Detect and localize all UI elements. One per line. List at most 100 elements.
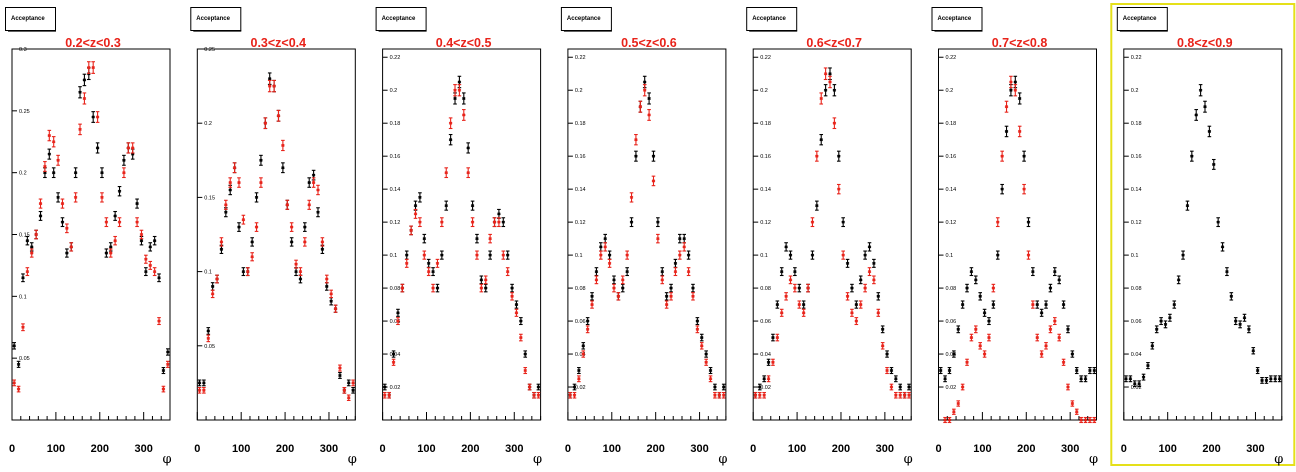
data-point: [625, 250, 629, 260]
data-point: [721, 383, 726, 391]
y-tick-label: 0.05: [19, 356, 30, 362]
series-1: [938, 75, 1097, 383]
data-point: [1013, 84, 1018, 97]
data-point: [832, 84, 837, 97]
data-point: [1022, 150, 1026, 162]
data-point: [148, 260, 153, 270]
data-point: [721, 391, 726, 399]
data-point: [1172, 300, 1177, 309]
data-point: [298, 274, 303, 284]
y-tick-label: 0.04: [946, 352, 957, 358]
data-point: [514, 308, 519, 317]
data-point: [202, 379, 206, 387]
data-point: [845, 258, 850, 268]
y-tick-label: 0.1: [760, 253, 768, 259]
data-point: [448, 117, 453, 130]
data-point: [440, 217, 444, 228]
data-point: [82, 73, 87, 87]
y-tick-label: 0.12: [946, 220, 957, 226]
plot-frame: [196, 48, 356, 421]
chart-pad-6[interactable]: Acceptance 0.7<z<0.8 0.02 0.04 0.06 0.08 0.1 0.…: [931, 7, 1098, 468]
data-point: [673, 267, 678, 277]
data-point: [872, 258, 876, 268]
data-point: [161, 385, 166, 393]
data-point: [25, 267, 30, 277]
chart-pad-5[interactable]: Acceptance 0.6<z<0.7 0.02 0.04 0.06 0.08 0.1 0.…: [746, 7, 913, 468]
data-point: [418, 217, 422, 228]
data-point: [1154, 325, 1159, 334]
data-point: [647, 109, 651, 121]
data-point: [104, 217, 109, 228]
data-point: [704, 350, 708, 358]
x-axis-label: φ: [1274, 452, 1283, 467]
data-point: [1229, 292, 1234, 301]
y-tick-label: 0.12: [390, 220, 401, 226]
data-point: [324, 282, 329, 291]
data-point: [69, 242, 74, 252]
data-point: [889, 367, 894, 375]
data-point: [250, 237, 254, 247]
data-point: [854, 317, 859, 326]
data-point: [263, 117, 268, 130]
data-point: [276, 109, 281, 122]
data-point: [634, 150, 638, 162]
data-point: [391, 350, 396, 358]
data-point: [850, 308, 854, 317]
y-tick-label: 0.2: [19, 171, 27, 177]
data-point: [1150, 342, 1155, 350]
data-point: [969, 333, 974, 342]
series-2: [943, 75, 1097, 424]
data-point: [303, 237, 307, 247]
data-point: [166, 348, 170, 356]
data-point: [638, 100, 643, 113]
data-point: [60, 217, 65, 228]
data-point: [1026, 217, 1031, 228]
chart-pad-4[interactable]: Acceptance 0.5<z<0.6 0.02 0.04 0.06 0.08 0.1 0.…: [560, 7, 727, 468]
data-point: [139, 229, 144, 240]
data-point: [497, 217, 501, 228]
x-tick-label: 300: [690, 443, 708, 455]
data-point: [762, 391, 766, 399]
data-point: [29, 248, 34, 258]
data-point: [316, 184, 320, 196]
y-tick-label: 0.3: [19, 47, 27, 53]
x-tick-label: 300: [1061, 443, 1079, 455]
y-tick-label: 0.06: [1131, 319, 1142, 325]
series-1: [197, 72, 355, 394]
data-point: [65, 248, 69, 258]
data-point: [396, 308, 400, 317]
data-point: [400, 283, 405, 293]
data-point: [426, 258, 431, 268]
y-tick-label: 0.05: [204, 344, 215, 350]
y-tick-label: 0.25: [204, 47, 215, 53]
data-point: [612, 283, 616, 293]
data-point: [104, 248, 109, 258]
data-point: [333, 304, 338, 313]
chart-pad-7[interactable]: Acceptance 0.8<z<0.9 0.02 0.04 0.06 0.08 0.1 0.…: [1110, 3, 1296, 467]
data-point: [651, 175, 656, 187]
series-2: [382, 84, 541, 399]
data-point: [634, 133, 638, 146]
data-point: [237, 222, 241, 232]
data-point: [307, 177, 312, 188]
chart-pad-3[interactable]: Acceptance0.4<z<0.50.020.040.060.080.10.…: [375, 7, 542, 468]
data-point: [60, 198, 65, 209]
y-tick-label: 0.16: [946, 154, 957, 160]
x-tick-label: 100: [47, 443, 65, 455]
data-point: [978, 292, 982, 301]
y-tick-label: 0.2: [946, 88, 954, 94]
x-tick-label: 100: [232, 443, 250, 455]
plot-frame: [382, 48, 542, 421]
data-point: [1163, 320, 1168, 329]
chart-pad-1[interactable]: Acceptance 0.2<z<0.3 0.05 0.1 0.15 0.2 0.25 0.3…: [5, 7, 172, 468]
y-tick-label: 0.06: [575, 319, 586, 325]
data-point: [329, 289, 333, 299]
data-point: [396, 317, 400, 326]
y-tick-label: 0.18: [946, 121, 957, 127]
stat-box-label: Acceptance: [1123, 16, 1157, 22]
data-point: [122, 167, 126, 179]
data-point: [691, 292, 695, 301]
data-point: [854, 300, 859, 309]
chart-pad-2[interactable]: Acceptance 0.3<z<0.4 0.05 0.1 0.15 0.2 0.25 0 10…: [190, 7, 357, 468]
data-point: [952, 408, 956, 415]
